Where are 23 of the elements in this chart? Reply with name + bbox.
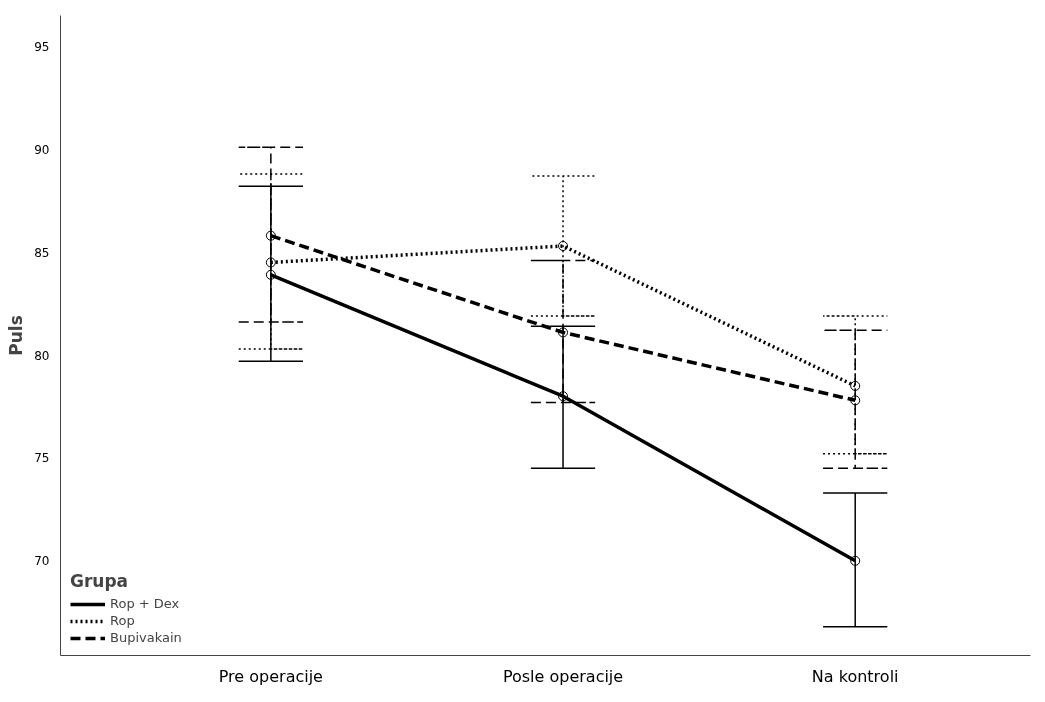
point (850, 555, 861, 566)
point (558, 240, 569, 251)
y-tick-label: 90 (34, 142, 50, 157)
legend-label: Bupivakain (110, 630, 182, 645)
x-tick-label: Na kontroli (811, 666, 899, 686)
y-tick-label: 75 (34, 451, 50, 466)
point (558, 391, 569, 402)
y-tick-label: 85 (34, 245, 50, 260)
legend-title: Grupa (70, 571, 130, 591)
y-tick-label: 80 (34, 348, 50, 363)
legend-label: Rop + Dex (110, 596, 180, 611)
point (850, 395, 861, 406)
point (850, 380, 861, 391)
legend-label: Rop (110, 613, 135, 628)
point (265, 257, 276, 268)
point (265, 230, 276, 241)
point (265, 269, 276, 280)
x-tick-label: Pre operacije (218, 666, 323, 686)
point (558, 327, 569, 338)
y-axis-title: Puls (6, 315, 27, 356)
x-tick-label: Posle operacije (502, 666, 624, 686)
y-tick-label: 70 (34, 554, 50, 569)
y-tick-label: 95 (34, 39, 50, 54)
